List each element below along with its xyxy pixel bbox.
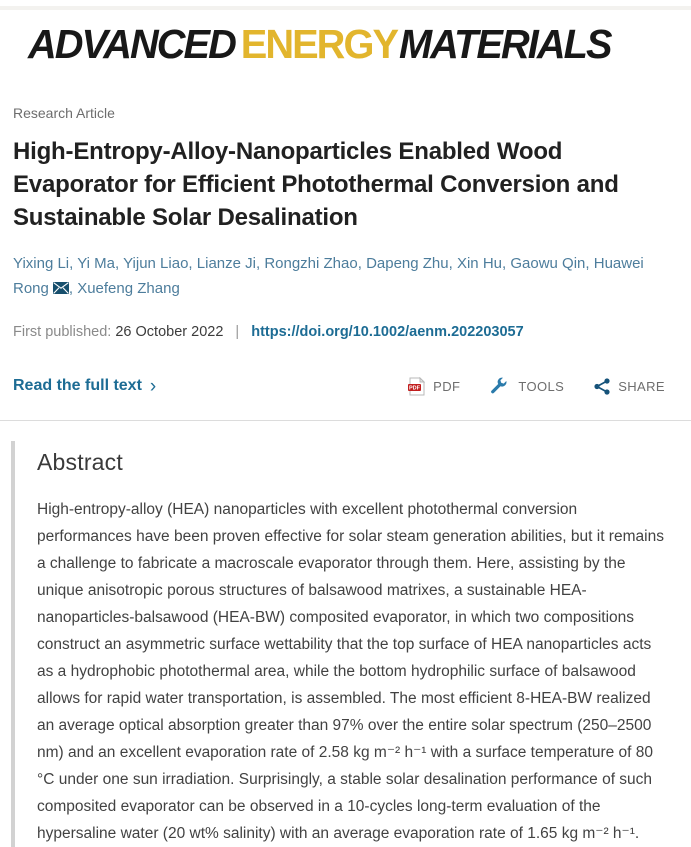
abstract-section: Abstract High-entropy-alloy (HEA) nanopa… <box>11 441 665 847</box>
author-link[interactable]: Yijun Liao <box>123 255 189 272</box>
read-full-text-link[interactable]: Read the full text › <box>13 377 156 396</box>
article-tools: PDF PDF TOOLS <box>408 376 665 396</box>
journal-logo[interactable]: ADVANCED ENERGYMATERIALS <box>28 21 613 67</box>
journal-header: ADVANCED ENERGYMATERIALS <box>13 0 665 65</box>
separator: | <box>235 324 240 340</box>
abstract-text: High-entropy-alloy (HEA) nanoparticles w… <box>37 501 664 842</box>
section-divider <box>0 420 691 421</box>
chevron-right-icon: › <box>149 375 157 397</box>
author-link[interactable]: Xin Hu <box>456 255 502 272</box>
author-link[interactable]: Yi Ma <box>77 255 116 272</box>
share-icon <box>594 377 610 395</box>
article-type-label: Research Article <box>13 105 115 121</box>
author-link[interactable]: Huawei Rong <box>13 255 644 297</box>
abstract-heading: Abstract <box>37 449 123 475</box>
author-link[interactable]: Xuefeng Zhang <box>77 280 180 297</box>
tools-label: TOOLS <box>518 378 565 394</box>
author-link[interactable]: Yixing Li <box>13 255 70 272</box>
article-main: Research Article High-Entropy-Alloy-Nano… <box>0 105 691 847</box>
pdf-icon: PDF <box>408 376 426 396</box>
wrench-icon <box>490 376 510 396</box>
share-label: SHARE <box>618 378 665 394</box>
email-icon[interactable] <box>52 277 69 302</box>
journal-logo-word-materials: MATERIALS <box>398 21 613 67</box>
first-published-date: 26 October 2022 <box>115 324 224 340</box>
author-link[interactable]: Rongzhi Zhao <box>264 255 358 272</box>
publication-info: First published: 26 October 2022 | https… <box>13 324 665 340</box>
article-title: High-Entropy-Alloy-Nanoparticles Enabled… <box>13 138 619 231</box>
top-divider <box>0 6 691 10</box>
author-link[interactable]: Lianze Ji <box>196 255 256 272</box>
tools-button[interactable]: TOOLS <box>490 376 564 396</box>
svg-text:PDF: PDF <box>409 385 421 391</box>
author-list: Yixing Li, Yi Ma, Yijun Liao, Lianze Ji,… <box>13 251 665 302</box>
journal-logo-word-advanced: ADVANCED <box>28 21 237 67</box>
journal-logo-word-energy: ENERGY <box>240 21 399 67</box>
read-full-text-label: Read the full text <box>13 377 142 394</box>
doi-link[interactable]: https://doi.org/10.1002/aenm.202203057 <box>251 324 524 340</box>
first-published-label: First published: <box>13 324 112 340</box>
author-link[interactable]: Dapeng Zhu <box>366 255 449 272</box>
pdf-label: PDF <box>433 378 461 394</box>
author-link[interactable]: Gaowu Qin <box>510 255 586 272</box>
pdf-button[interactable]: PDF PDF <box>408 376 461 396</box>
share-button[interactable]: SHARE <box>594 377 665 395</box>
actions-row: Read the full text › PDF PDF <box>13 376 665 396</box>
